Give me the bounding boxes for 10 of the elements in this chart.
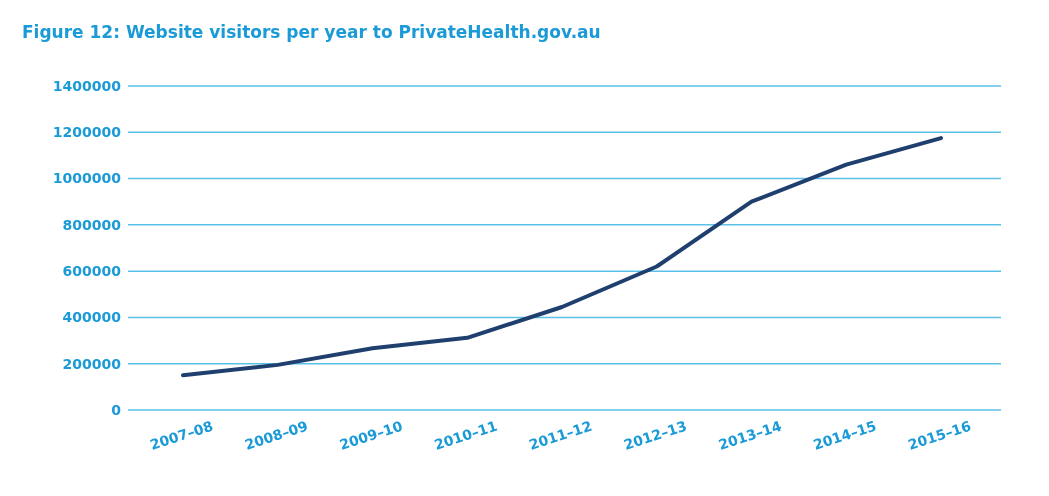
line-series (181, 136, 943, 378)
y-tick-label: 600000 (62, 263, 122, 280)
chart-title: Figure 12: Website visitors per year to PrivateHealth.gov.au (22, 22, 601, 42)
y-tick-label: 800000 (62, 216, 122, 233)
y-tick-label: 1000000 (52, 170, 122, 187)
y-tick-label: 400000 (62, 309, 122, 326)
y-tick-label: 1400000 (52, 77, 122, 94)
y-tick-label: 200000 (62, 355, 122, 372)
y-tick-label: 0 (111, 401, 122, 418)
y-tick-label: 1200000 (52, 124, 122, 141)
